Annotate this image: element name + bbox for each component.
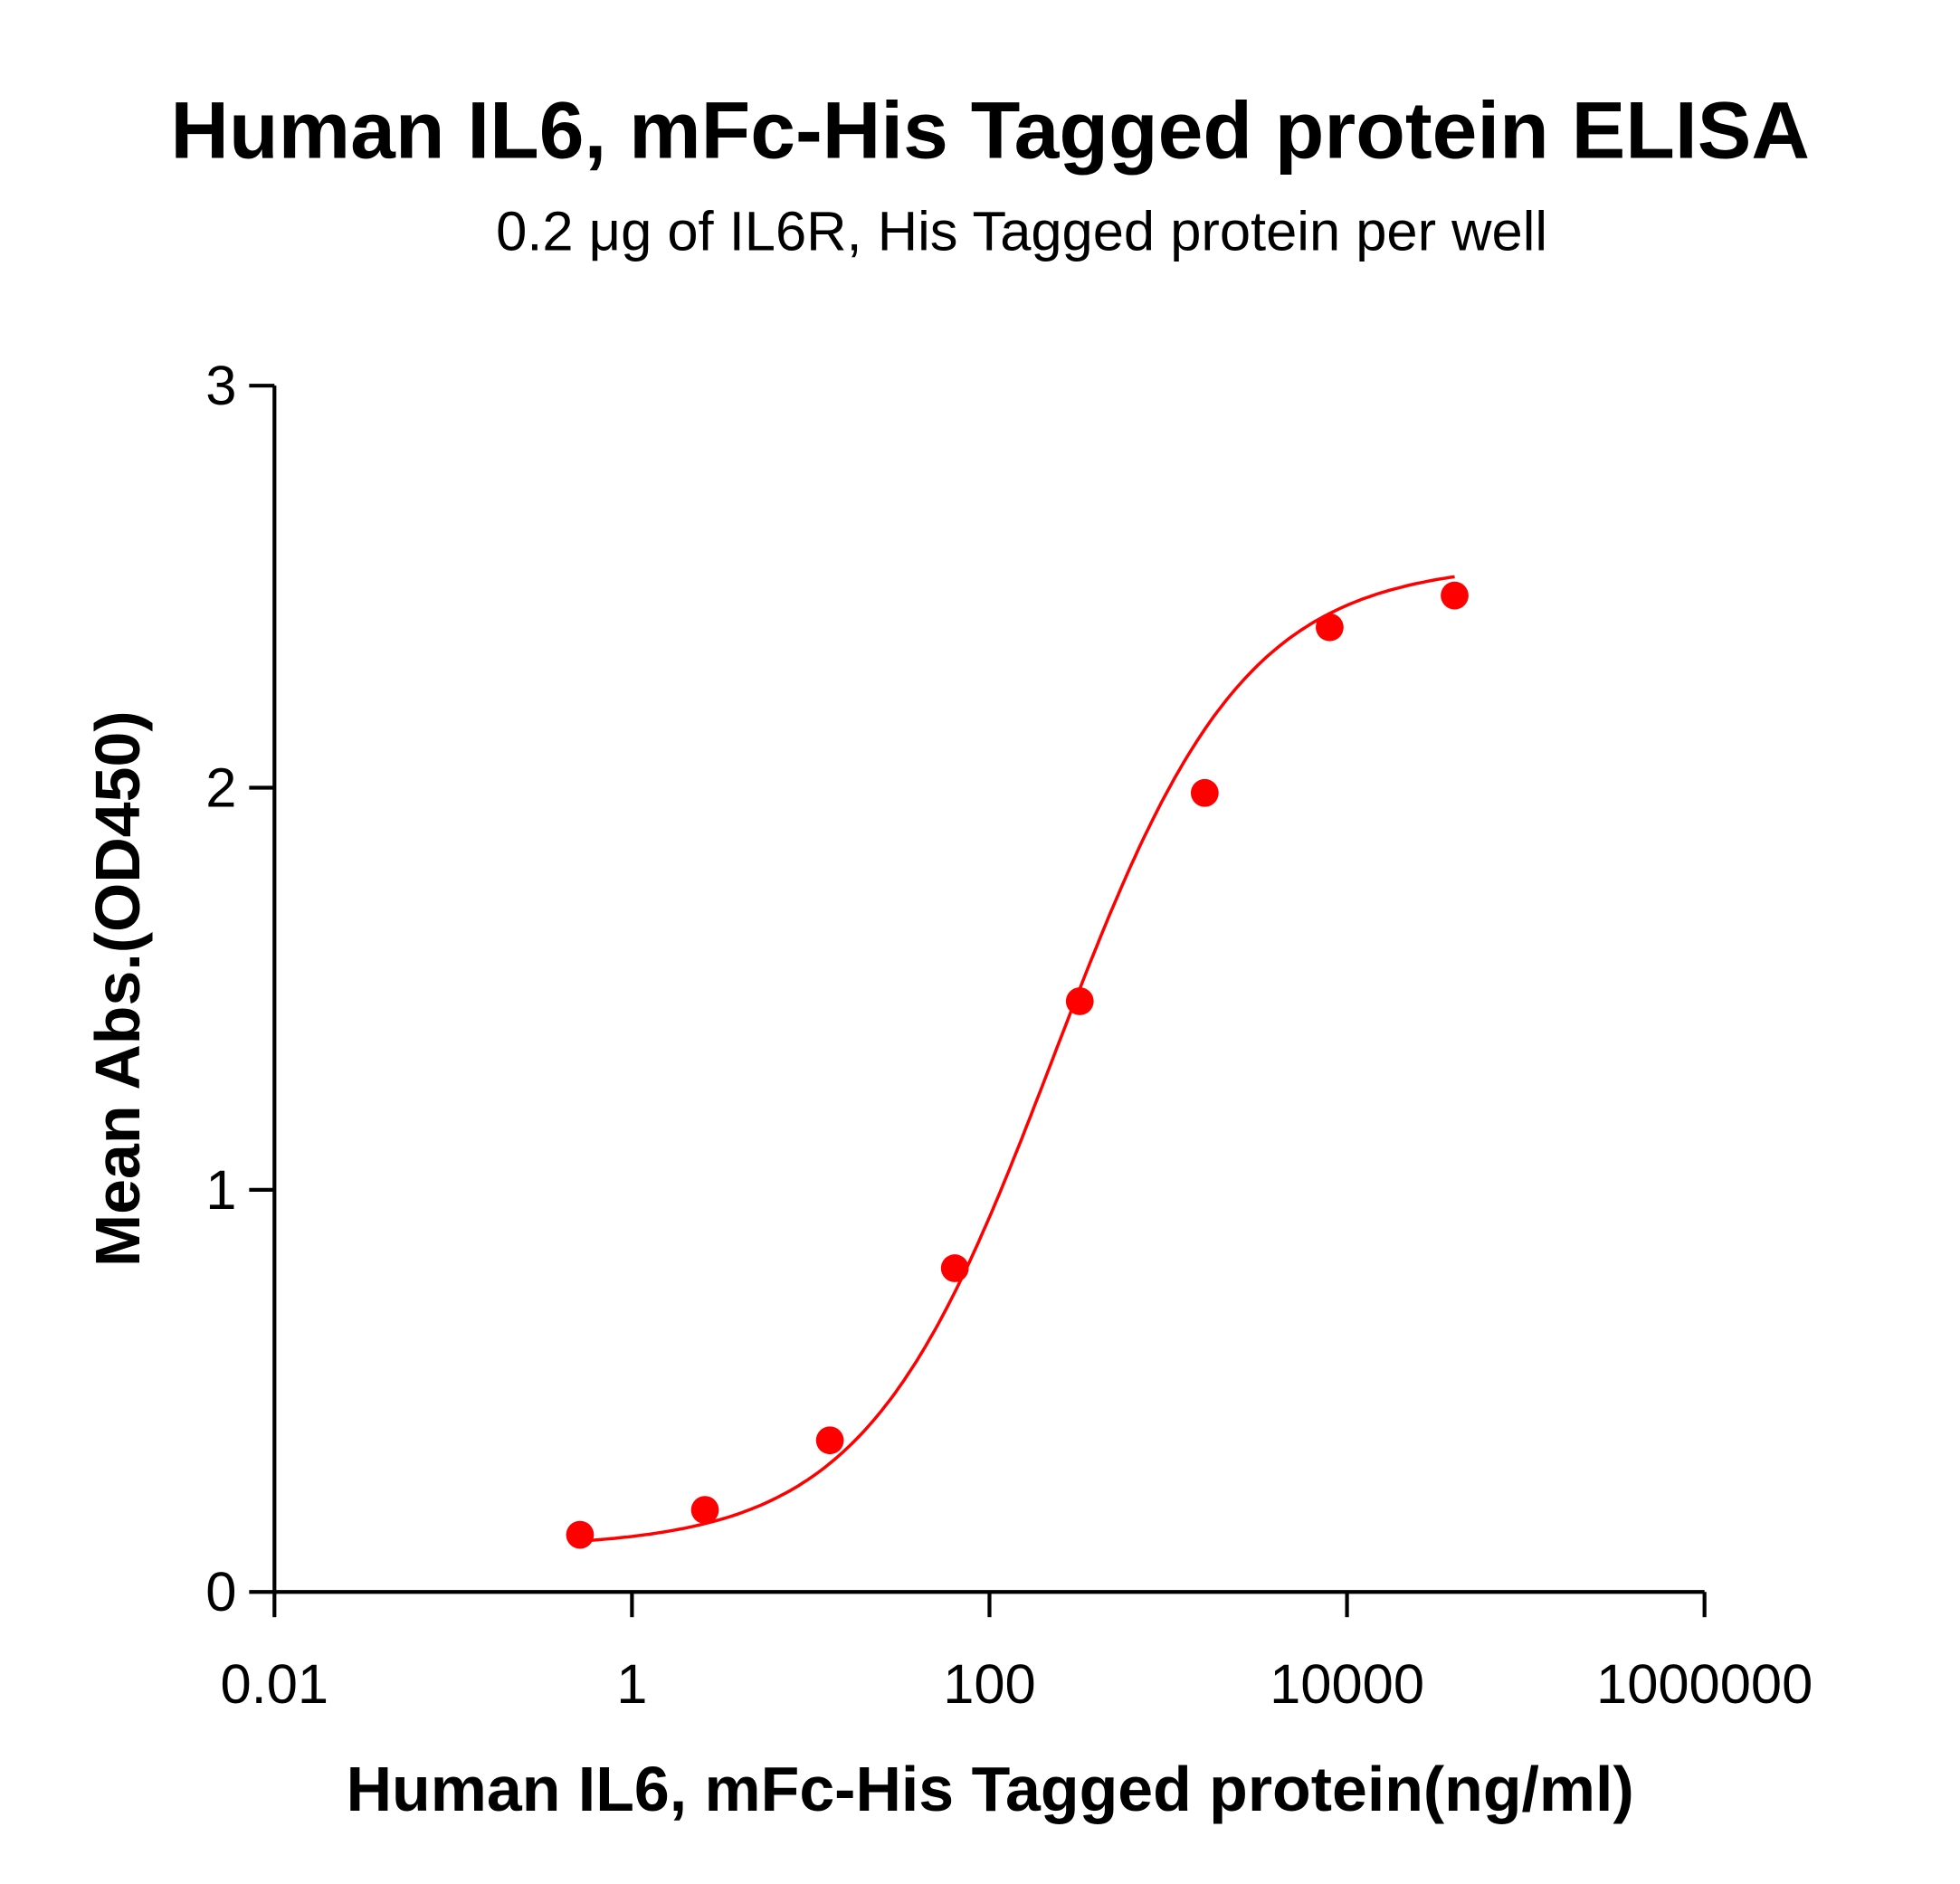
- data-point: [815, 1426, 844, 1455]
- chart-subtitle: 0.2 μg of IL6R, His Tagged protein per w…: [496, 201, 1547, 263]
- data-point: [940, 1254, 969, 1282]
- data-point: [1441, 581, 1469, 610]
- y-tick-label: 3: [205, 355, 236, 417]
- chart-title: Human IL6, mFc-His Tagged protein ELISA: [170, 85, 1809, 176]
- x-tick-label: 1000000: [1596, 1653, 1813, 1716]
- x-tick-label: 10000: [1270, 1653, 1424, 1716]
- x-tick-label: 100: [943, 1653, 1036, 1716]
- y-tick-label: 0: [205, 1561, 236, 1623]
- y-axis-label: Mean Abs.(OD450): [82, 710, 153, 1267]
- data-point: [1316, 613, 1344, 642]
- axes: 0 1 2 3 0.01 1 100 10000 1000000: [205, 355, 1813, 1716]
- y-tick-label: 2: [205, 756, 236, 819]
- y-tick-label: 1: [205, 1159, 236, 1222]
- x-axis-label: Human IL6, mFc-His Tagged protein(ng/ml): [347, 1754, 1634, 1824]
- x-tick-label: 0.01: [220, 1653, 328, 1716]
- data-point: [1190, 778, 1219, 807]
- data-point: [566, 1520, 595, 1549]
- data-point: [690, 1496, 719, 1524]
- x-tick-label: 1: [616, 1653, 647, 1716]
- data-points: [566, 581, 1469, 1549]
- fit-curve: [579, 575, 1455, 1543]
- data-point: [1065, 987, 1094, 1015]
